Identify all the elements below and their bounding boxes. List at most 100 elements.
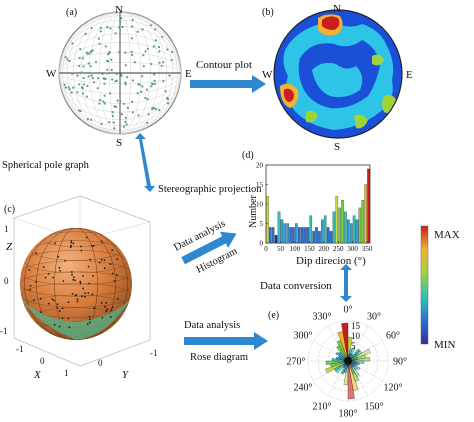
pole-point [118,26,121,29]
histogram-bar [355,219,359,244]
pole-point [137,83,140,86]
histogram-arrow-group: Data analysis Histogram [172,218,239,276]
compass-e-a: E [185,68,192,80]
pole-point [147,113,150,116]
histogram-ytick: 5 [260,220,264,228]
rose-center [344,357,352,365]
sphere-pole-dot [70,240,73,242]
histogram-bar [303,227,307,244]
rose-petal-mirror [347,360,355,400]
pole-point [94,60,98,63]
pole-point [131,79,134,82]
pole-point [106,26,109,29]
pole-point [103,94,106,97]
pole-point [98,102,101,105]
pole-point [146,47,149,51]
pole-point [154,39,157,42]
sphere-pole-dot [109,263,112,266]
sphere-pole-dot [42,266,45,268]
rose-angle-label: 0° [344,305,353,316]
histogram-ytick: 10 [256,201,264,209]
pole-point [131,18,134,22]
pole-point [97,77,100,80]
pole-point [119,100,122,103]
rose-angle-label: 210° [313,402,332,413]
sphere-pole-dot [56,306,59,309]
pole-point [140,90,143,93]
sphere-pole-dot [58,310,61,313]
sphere-pole-dot [113,280,116,282]
pole-point [157,45,161,49]
histogram-bar [358,207,362,244]
sphere-pole-dot [87,265,90,268]
sphere-pole-dot [115,274,118,276]
pole-point [130,25,134,28]
sphere-pole-dot [81,295,83,298]
pole-point [97,37,100,40]
sphere-pole-dot [79,282,82,285]
pole-point [82,76,85,80]
pole-point [120,17,123,20]
pole-point [166,96,169,99]
sphere-pole-dot [75,294,77,296]
sphere-pole-dot [100,240,103,243]
pole-point [93,81,96,84]
pole-point [76,74,79,77]
sphere-pole-dot [64,260,66,262]
pole-point [110,58,113,61]
histogram-xlabel: Dip direcion (°) [296,255,366,267]
sphere-pole-dot [98,261,101,264]
sphere-pole-dot [29,288,31,291]
pole-point [98,99,101,102]
sphere-pole-dot [103,259,106,261]
pole-point [168,74,171,77]
compass-s-a: S [116,137,122,149]
rose-angle-label: 150° [365,402,384,413]
pole-point [166,102,170,105]
histogram-xtick: 250 [333,245,344,253]
sphere-pole-dot [76,298,79,301]
pole-point [81,87,84,90]
pole-point [89,51,92,54]
rose-angle-label: 120° [384,383,403,394]
x-tick-neg1: -1 [16,344,24,354]
y-axis-label: Y [122,369,130,381]
pole-point [124,81,127,84]
pole-point [131,111,134,114]
sphere-pole-dot [110,309,113,311]
sphere-pole-dot [84,295,86,298]
pole-points [63,17,174,130]
histogram-bar [361,199,365,244]
pole-point [124,51,127,54]
pole-point [153,73,156,76]
pole-point [136,92,139,95]
sphere-pole-dot [61,317,64,320]
sphere-pole-dot [105,310,108,313]
pole-point [89,65,92,68]
sphere-pole-dot [91,293,94,296]
sphere-pole-dot [68,326,71,329]
pole-point [124,116,127,119]
data-conversion-label: Data conversion [260,280,332,292]
pole-point [120,113,123,116]
rose-arrow [184,332,268,350]
histogram-bar [338,207,341,244]
pole-point [119,21,122,24]
rose-petal [325,360,349,365]
pole-point [126,76,129,79]
pole-point [109,92,112,95]
pole-point [103,77,106,81]
sphere-pole-dot [69,246,72,249]
sphere-pole-dot [92,275,94,277]
sphere-pole-dot [105,302,108,304]
pole-point [113,127,116,130]
pole-point [170,58,173,62]
pole-point [63,83,66,86]
sphere-pole-dot [67,301,70,304]
sphere-pole-dot [87,292,90,294]
sphere-pole-dot [116,258,119,261]
pole-point [158,71,161,75]
pole-point [145,88,148,91]
histogram-xtick: 150 [304,245,315,253]
histogram-xtick: 100 [290,245,301,253]
